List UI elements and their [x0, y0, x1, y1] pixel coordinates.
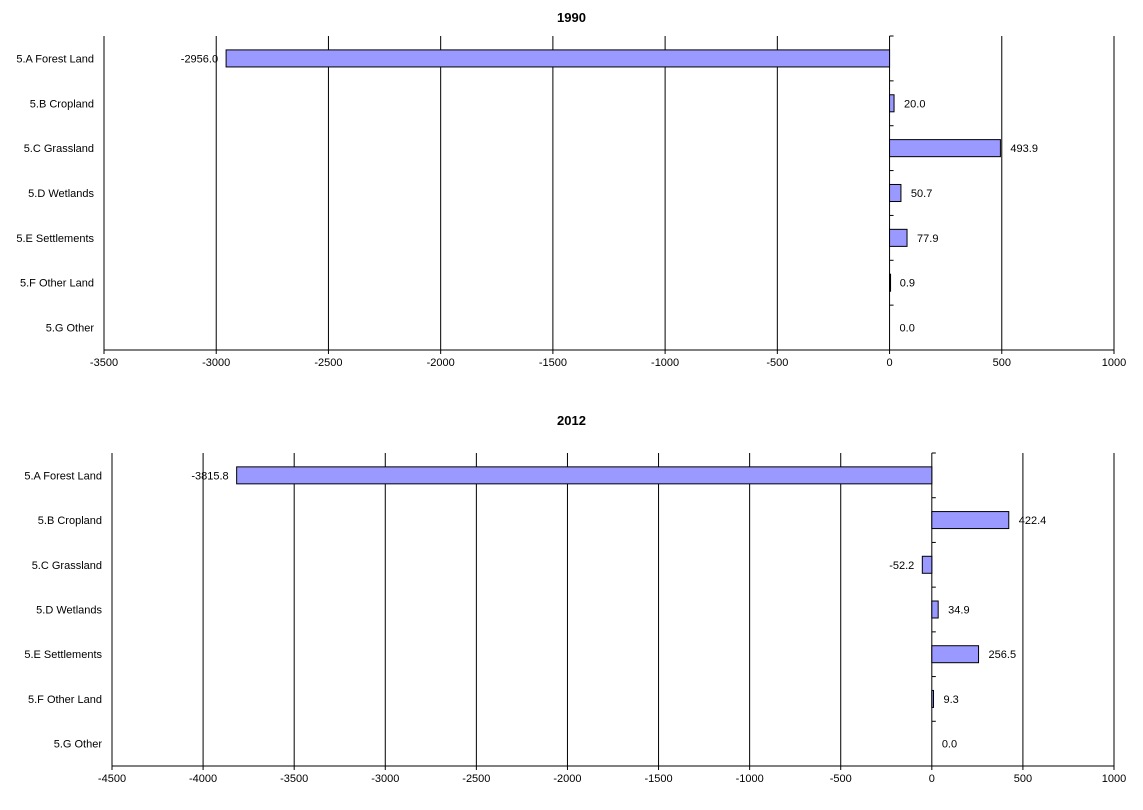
x-tick-label: -2000 — [553, 773, 581, 785]
bar — [225, 49, 891, 68]
category-label: 5.D Wetlands — [36, 605, 102, 617]
data-label: -52.2 — [889, 560, 914, 572]
x-tick-label: -3500 — [280, 773, 308, 785]
x-tick-label: -1500 — [644, 773, 672, 785]
data-label: 34.9 — [948, 605, 969, 617]
category-label: 5.F Other Land — [28, 694, 102, 706]
chart-title: 2012 — [557, 413, 586, 428]
x-tick-label: -1000 — [651, 357, 679, 369]
x-tick-label: -4500 — [98, 773, 126, 785]
category-label: 5.F Other Land — [20, 278, 94, 290]
x-tick-label: -2000 — [427, 357, 455, 369]
data-label: 256.5 — [989, 649, 1017, 661]
bar — [889, 273, 892, 292]
chart-1990: 1990 -3500 -3000 -2500 -2000 -1500 -1000 -500 0… — [0, 0, 1143, 380]
category-label: 5.G Other — [46, 323, 95, 335]
data-label: 77.9 — [917, 233, 938, 245]
data-label: 50.7 — [911, 188, 932, 200]
bar — [921, 555, 933, 574]
x-tick-label: -3500 — [90, 357, 118, 369]
bar — [889, 139, 1001, 158]
category-label: 5.A Forest Land — [16, 53, 94, 65]
bar — [889, 228, 908, 247]
x-tick-label: 500 — [1014, 773, 1032, 785]
chart-1990-plot: -3500 -3000 -2500 -2000 -1500 -1000 -500 0 500 10… — [16, 35, 1126, 369]
x-tick-label: -500 — [766, 357, 788, 369]
category-label: 5.D Wetlands — [28, 188, 94, 200]
x-tick-label: -3000 — [202, 357, 230, 369]
x-tick-label: -4000 — [189, 773, 217, 785]
x-tick-label: -2500 — [314, 357, 342, 369]
data-label: 20.0 — [904, 98, 925, 110]
data-label: 0.0 — [942, 739, 957, 751]
x-tick-label: 0 — [886, 357, 892, 369]
bar — [931, 689, 935, 708]
category-label: 5.E Settlements — [24, 649, 102, 661]
category-label: 5.C Grassland — [24, 143, 94, 155]
bar — [931, 600, 939, 619]
x-tick-label: 1000 — [1102, 357, 1126, 369]
data-label: 422.4 — [1019, 515, 1047, 527]
category-label: 5.B Cropland — [38, 515, 102, 527]
x-tick-label: -500 — [830, 773, 852, 785]
bar — [931, 645, 980, 664]
x-tick-label: -3000 — [371, 773, 399, 785]
x-tick-label: -1000 — [736, 773, 764, 785]
bar — [236, 466, 933, 485]
x-tick-label: 0 — [929, 773, 935, 785]
data-label: -2956.0 — [181, 53, 218, 65]
x-tick-label: 1000 — [1102, 773, 1126, 785]
category-label: 5.E Settlements — [16, 233, 94, 245]
x-tick-label: -2500 — [462, 773, 490, 785]
bar — [931, 511, 1010, 530]
bar — [889, 183, 902, 203]
category-label: 5.B Cropland — [30, 98, 94, 110]
x-tick-label: 500 — [993, 357, 1011, 369]
bar — [889, 94, 895, 113]
data-label: 0.0 — [900, 323, 915, 335]
data-label: 9.3 — [944, 694, 959, 706]
data-label: -3815.8 — [191, 470, 228, 482]
data-label: 0.9 — [900, 278, 915, 290]
data-label: 493.9 — [1010, 143, 1038, 155]
category-label: 5.C Grassland — [32, 560, 102, 572]
chart-title: 1990 — [557, 10, 586, 25]
category-label: 5.A Forest Land — [24, 470, 102, 482]
x-tick-label: -1500 — [539, 357, 567, 369]
category-label: 5.G Other — [54, 739, 103, 751]
